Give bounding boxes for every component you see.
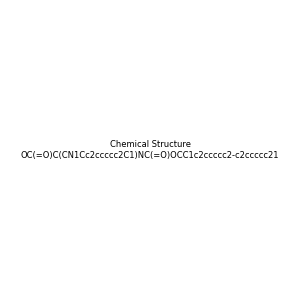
Text: Chemical Structure
OC(=O)C(CN1Cc2ccccc2C1)NC(=O)OCC1c2ccccc2-c2ccccc21: Chemical Structure OC(=O)C(CN1Cc2ccccc2C…: [21, 140, 279, 160]
